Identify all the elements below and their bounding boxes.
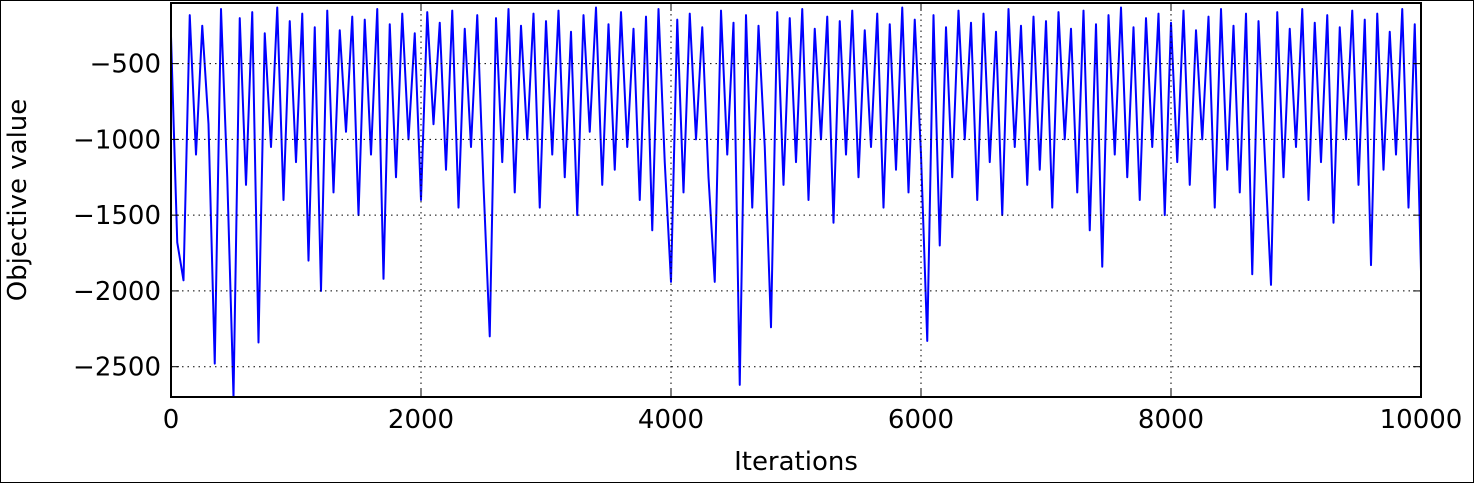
x-tick-label: 8000 <box>1138 405 1204 435</box>
y-tick-label: −2000 <box>73 277 161 307</box>
x-tick-label: 2000 <box>388 405 454 435</box>
x-tick-label: 6000 <box>888 405 954 435</box>
x-tick-label: 4000 <box>638 405 704 435</box>
x-tick-label: 0 <box>163 405 180 435</box>
plot-frame <box>170 2 1422 398</box>
y-tick-label: −500 <box>90 50 161 80</box>
x-tick-label: 10000 <box>1380 405 1463 435</box>
y-tick-label: −1000 <box>73 125 161 155</box>
x-axis-label: Iterations <box>734 447 858 477</box>
data-line <box>171 6 1421 397</box>
y-axis-label: Objective value <box>3 99 33 302</box>
y-tick-label: −2500 <box>73 353 161 383</box>
y-tick-label: −1500 <box>73 201 161 231</box>
